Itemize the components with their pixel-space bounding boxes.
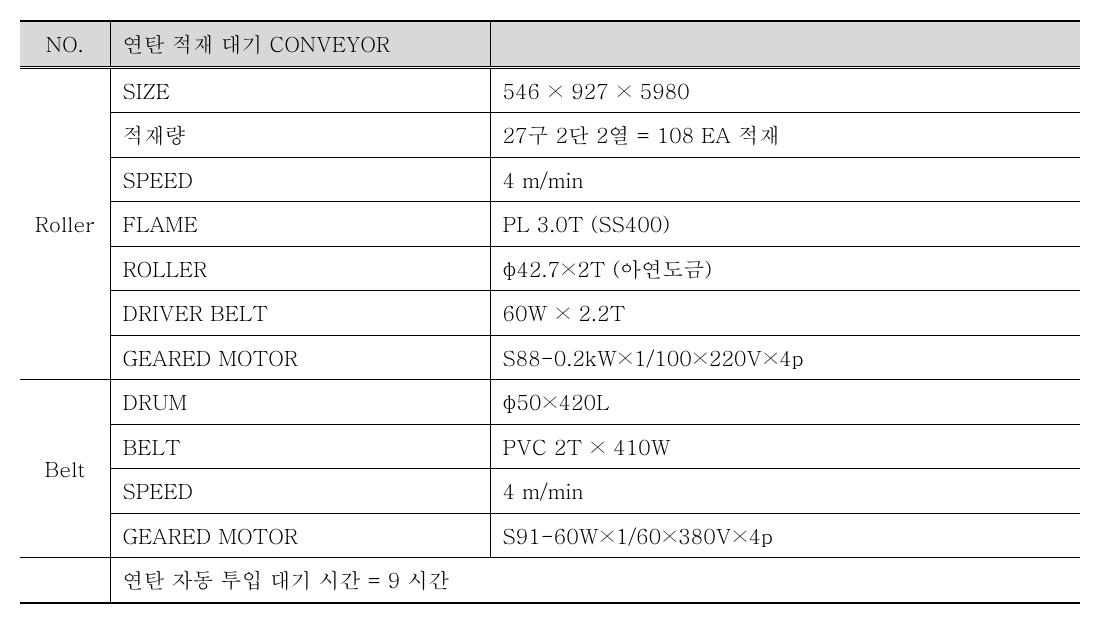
spec-value: PVC 2T × 410W [490, 424, 1080, 469]
spec-value: S91-60W×1/60×380V×4p [490, 513, 1080, 558]
spec-label: BELT [110, 424, 490, 469]
table-row: BELT PVC 2T × 410W [20, 424, 1080, 469]
table-row: DRIVER BELT 60W × 2.2T [20, 291, 1080, 336]
table-row: SPEED 4 m/min [20, 157, 1080, 202]
spec-value: PL 3.0T (SS400) [490, 202, 1080, 247]
table-row: SPEED 4 m/min [20, 469, 1080, 514]
spec-label: ROLLER [110, 246, 490, 291]
spec-value: 60W × 2.2T [490, 291, 1080, 336]
header-title: 연탄 적재 대기 CONVEYOR [110, 21, 490, 67]
group-label-roller: Roller [20, 67, 110, 380]
spec-label: GEARED MOTOR [110, 513, 490, 558]
spec-value: φ50×420L [490, 380, 1080, 425]
spec-label: SIZE [110, 67, 490, 113]
footer-note: 연탄 자동 투입 대기 시간 = 9 시간 [110, 558, 1080, 603]
spec-value: φ42.7×2T (아연도금) [490, 246, 1080, 291]
table-row: 적재량 27구 2단 2열 = 108 EA 적재 [20, 113, 1080, 158]
spec-value: 546 × 927 × 5980 [490, 67, 1080, 113]
spec-label: 적재량 [110, 113, 490, 158]
spec-label: GEARED MOTOR [110, 335, 490, 380]
spec-value: S88-0.2kW×1/100×220V×4p [490, 335, 1080, 380]
spec-value: 27구 2단 2열 = 108 EA 적재 [490, 113, 1080, 158]
group-label-belt: Belt [20, 380, 110, 558]
table-row: GEARED MOTOR S88-0.2kW×1/100×220V×4p [20, 335, 1080, 380]
table-row: GEARED MOTOR S91-60W×1/60×380V×4p [20, 513, 1080, 558]
spec-value: 4 m/min [490, 469, 1080, 514]
spec-label: SPEED [110, 157, 490, 202]
table-row: Roller SIZE 546 × 927 × 5980 [20, 67, 1080, 113]
spec-label: DRIVER BELT [110, 291, 490, 336]
spec-table: NO. 연탄 적재 대기 CONVEYOR Roller SIZE 546 × … [20, 20, 1080, 604]
header-blank [490, 21, 1080, 67]
spec-label: SPEED [110, 469, 490, 514]
spec-label: FLAME [110, 202, 490, 247]
table-footer-row: 연탄 자동 투입 대기 시간 = 9 시간 [20, 558, 1080, 603]
header-no: NO. [20, 21, 110, 67]
table-header-row: NO. 연탄 적재 대기 CONVEYOR [20, 21, 1080, 67]
footer-blank [20, 558, 110, 603]
table-row: FLAME PL 3.0T (SS400) [20, 202, 1080, 247]
spec-value: 4 m/min [490, 157, 1080, 202]
table-row: ROLLER φ42.7×2T (아연도금) [20, 246, 1080, 291]
spec-label: DRUM [110, 380, 490, 425]
table-row: Belt DRUM φ50×420L [20, 380, 1080, 425]
